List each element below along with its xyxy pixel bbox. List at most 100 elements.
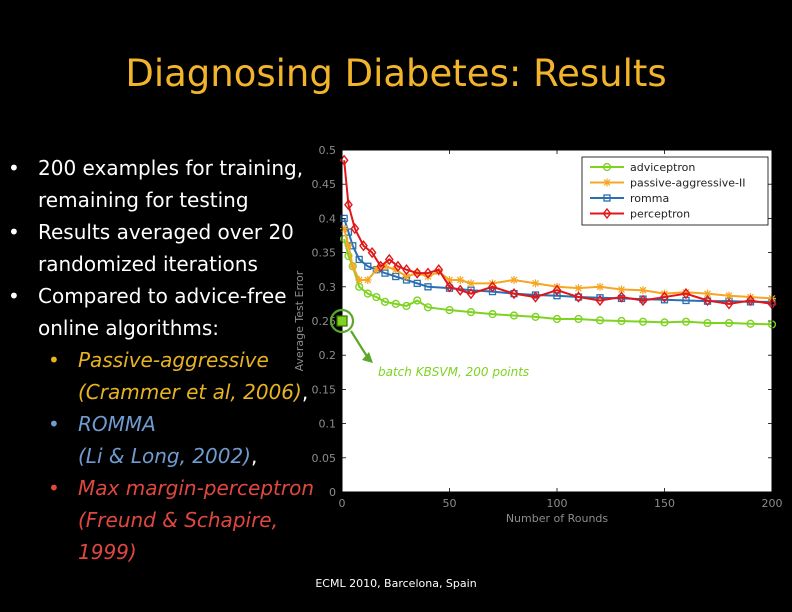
data-point-perceptron — [574, 291, 583, 303]
data-point-passive-aggressive-II — [510, 275, 518, 284]
data-point-perceptron — [617, 291, 626, 303]
legend-entry: romma — [630, 192, 669, 205]
data-point-romma — [355, 255, 363, 264]
slide-footer: ECML 2010, Barcelona, Spain — [315, 577, 477, 590]
bullet-list: • 200 examples for training, remaining f… — [8, 152, 338, 568]
x-axis-label: Number of Rounds — [506, 512, 609, 525]
data-point-adviceptron — [746, 319, 755, 328]
sub-bullet-romma: • ROMMA (Li & Long, 2002), — [8, 408, 338, 472]
bullet-dot: • — [48, 476, 60, 500]
data-point-passive-aggressive-II — [682, 288, 690, 297]
data-point-adviceptron — [488, 310, 497, 319]
data-point-adviceptron — [344, 251, 353, 261]
bullet-dot: • — [8, 220, 20, 244]
x-tick-label: 100 — [547, 497, 568, 510]
y-tick-label: 0.35 — [312, 247, 337, 260]
data-point-romma — [364, 262, 372, 270]
data-point-passive-aggressive-II — [340, 224, 349, 233]
legend-entry: passive-aggressive-II — [630, 177, 746, 190]
data-point-passive-aggressive-II — [348, 262, 357, 271]
data-point-perceptron — [746, 294, 755, 307]
data-point-perceptron — [466, 287, 476, 300]
y-tick-label: 0.3 — [319, 281, 337, 294]
data-point-passive-aggressive-II — [391, 265, 400, 274]
data-point-romma — [424, 283, 432, 291]
data-point-adviceptron — [391, 299, 400, 309]
data-point-romma — [553, 292, 561, 300]
legend-marker — [602, 207, 612, 220]
data-point-passive-aggressive-II — [574, 284, 583, 293]
sub-bullet-cite: (Freund & Schapire, 1999) — [78, 508, 278, 564]
bullet-text: Compared to advice-free online algorithm… — [38, 284, 287, 340]
data-point-passive-aggressive-II — [372, 265, 381, 274]
data-point-adviceptron — [552, 314, 562, 324]
series-line-perceptron — [343, 160, 773, 305]
data-point-adviceptron — [660, 318, 669, 327]
data-point-perceptron — [434, 264, 444, 276]
y-tick-label: 0.45 — [312, 178, 337, 191]
data-point-perceptron — [703, 294, 712, 307]
y-tick-label: 0.5 — [319, 144, 337, 157]
data-point-adviceptron — [423, 303, 433, 312]
data-point-passive-aggressive-II — [456, 275, 465, 284]
y-axis-label: Average Test Error — [293, 270, 306, 371]
data-point-adviceptron — [413, 296, 422, 305]
y-tick-label: 0.15 — [312, 383, 337, 396]
data-point-passive-aggressive-II — [445, 275, 454, 284]
x-tick-label: 200 — [762, 497, 783, 510]
data-point-perceptron — [359, 240, 368, 252]
sub-bullet-name: Max margin-perceptron — [78, 476, 315, 500]
data-point-passive-aggressive-II — [639, 286, 647, 295]
sub-bullet-cite: (Crammer et al, 2006) — [78, 380, 302, 404]
data-point-adviceptron — [445, 305, 454, 315]
data-point-adviceptron — [574, 314, 583, 324]
data-point-perceptron — [445, 281, 454, 293]
legend-marker — [602, 162, 612, 172]
sub-bullet-cite: (Li & Long, 2002) — [78, 444, 251, 468]
x-tick-label: 50 — [443, 497, 457, 510]
data-point-perceptron — [376, 260, 386, 272]
y-tick-label: 0.05 — [312, 452, 337, 465]
kbsvm-annotation-label: batch KBSVM, 200 points — [378, 365, 529, 379]
data-point-perceptron — [660, 291, 669, 303]
kbsvm-arrow-line — [350, 330, 369, 359]
legend-entry: perceptron — [630, 208, 690, 221]
data-point-perceptron — [638, 294, 648, 307]
sub-bullet-trail: , — [301, 380, 309, 404]
data-point-perceptron — [393, 260, 403, 272]
y-tick-label: 0.25 — [312, 315, 337, 328]
data-point-adviceptron — [531, 312, 540, 321]
bullet-dot: • — [8, 156, 20, 180]
data-point-passive-aggressive-II — [363, 275, 372, 284]
data-point-perceptron — [384, 253, 394, 266]
y-tick-label: 0.1 — [319, 418, 337, 431]
data-point-adviceptron — [363, 289, 372, 298]
data-point-passive-aggressive-II — [402, 272, 411, 281]
data-point-perceptron — [552, 284, 562, 296]
data-point-passive-aggressive-II — [531, 279, 540, 288]
sub-bullet-trail: , — [250, 444, 258, 468]
legend-marker — [603, 178, 611, 187]
data-point-adviceptron — [617, 316, 626, 326]
sub-bullet-passive-aggressive: • Passive-aggressive (Crammer et al, 200… — [8, 344, 338, 408]
bullet-dot: • — [48, 348, 60, 372]
data-point-adviceptron — [638, 317, 648, 326]
data-point-adviceptron — [724, 318, 734, 328]
bullet-dot: • — [8, 284, 20, 308]
legend-marker — [603, 194, 611, 202]
data-point-passive-aggressive-II — [596, 282, 604, 291]
bullet-item: • Compared to advice-free online algorit… — [8, 280, 338, 344]
slide-title: Diagnosing Diabetes: Results — [125, 52, 667, 95]
data-point-adviceptron — [681, 317, 691, 326]
data-point-perceptron — [681, 287, 691, 300]
data-point-perceptron — [367, 246, 377, 259]
data-point-adviceptron — [509, 311, 519, 320]
data-point-romma — [413, 279, 421, 288]
kbsvm-point — [336, 315, 348, 327]
legend-entry: adviceptron — [630, 161, 695, 174]
data-point-adviceptron — [466, 308, 476, 317]
data-point-adviceptron — [595, 316, 605, 325]
y-tick-label: 0 — [329, 486, 336, 499]
data-point-perceptron — [531, 291, 540, 303]
